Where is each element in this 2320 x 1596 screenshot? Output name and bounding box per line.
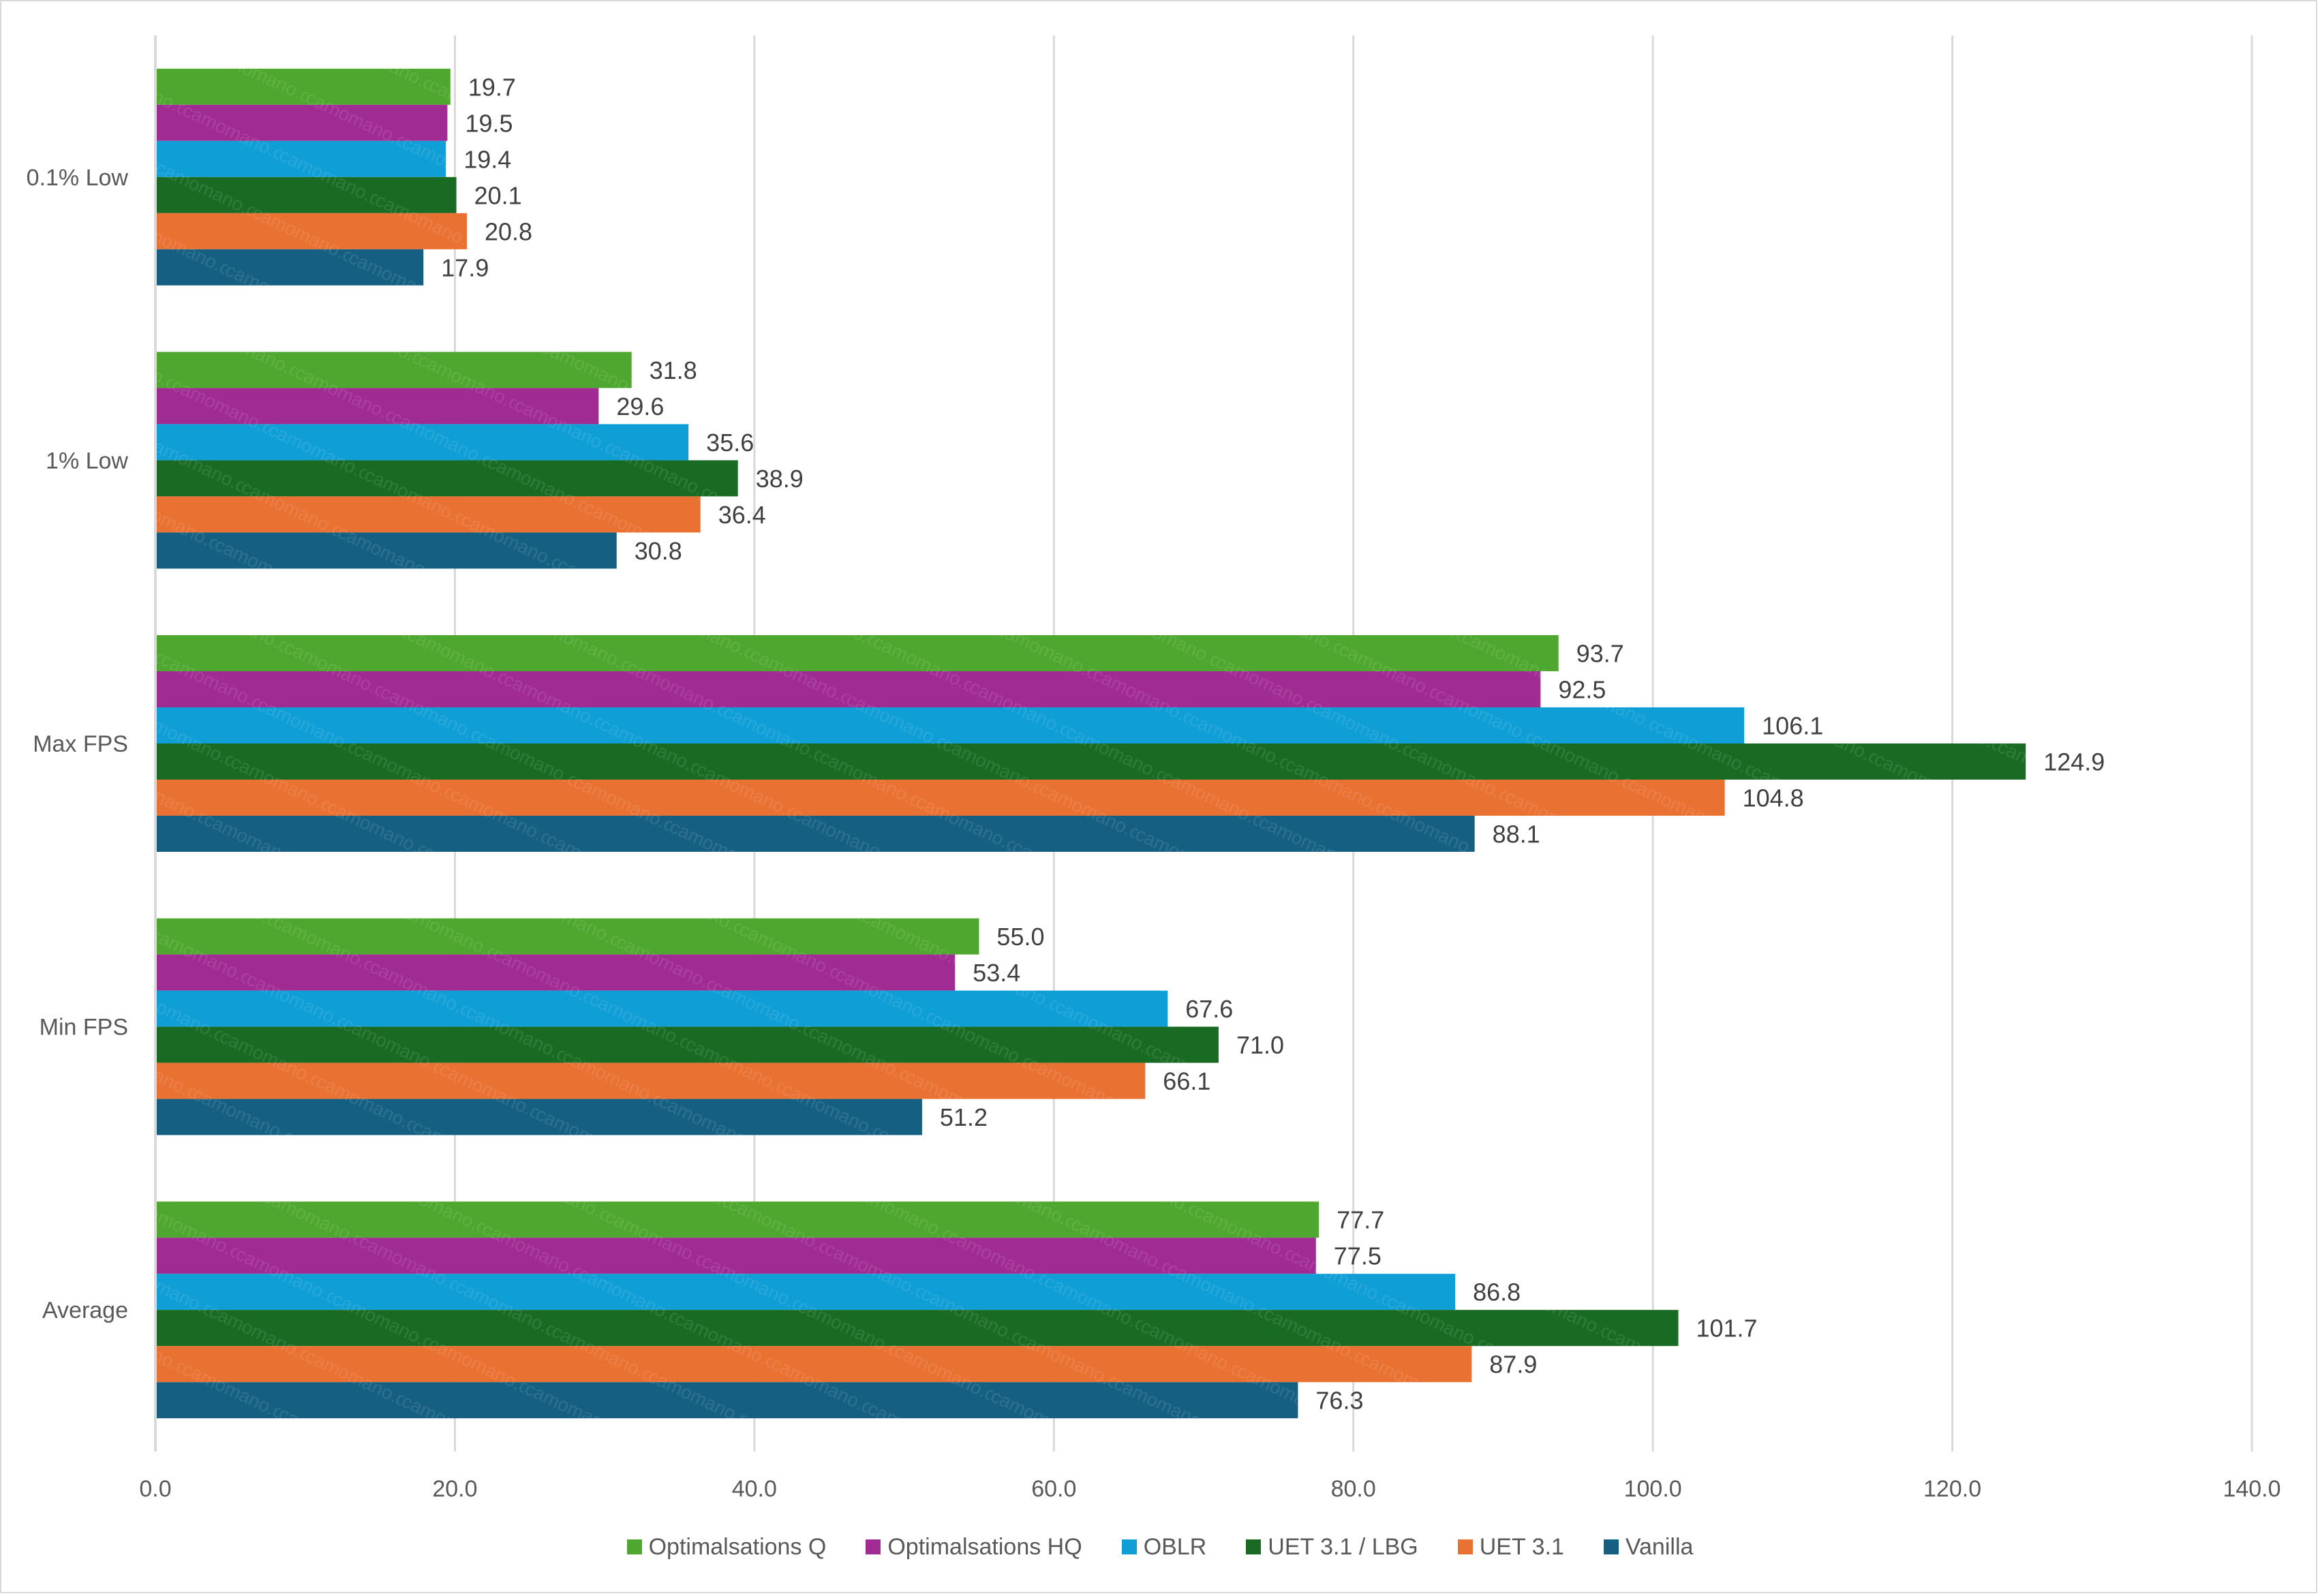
legend-item: UET 3.1 — [1457, 1533, 1564, 1561]
data-label: 36.4 — [718, 501, 766, 529]
legend-swatch — [1457, 1539, 1473, 1554]
legend-swatch — [626, 1539, 642, 1554]
bar-watermark — [155, 918, 979, 955]
data-label: 88.1 — [1493, 820, 1540, 848]
bar-watermark — [155, 532, 617, 569]
data-label: 17.9 — [441, 254, 489, 281]
data-label: 87.9 — [1489, 1351, 1537, 1379]
bar-watermark — [155, 1026, 1219, 1063]
data-label: 29.6 — [616, 393, 664, 420]
bar-watermark — [155, 1099, 922, 1135]
x-tick-label: 140.0 — [2223, 1476, 2280, 1502]
data-label: 86.8 — [1473, 1278, 1521, 1306]
bar-watermark — [155, 743, 2026, 780]
legend-label: UET 3.1 — [1479, 1533, 1564, 1560]
legend-label: Optimalsations Q — [648, 1533, 827, 1560]
bar-watermark — [155, 1062, 1146, 1099]
data-label: 101.7 — [1696, 1315, 1757, 1342]
category-label: Max FPS — [33, 731, 128, 757]
data-label: 66.1 — [1163, 1067, 1210, 1095]
category-label: 0.1% Low — [27, 165, 129, 191]
bar-watermark — [155, 780, 1725, 816]
data-label: 35.6 — [706, 429, 754, 457]
bar-watermark — [155, 1201, 1319, 1238]
legend-swatch — [866, 1539, 881, 1554]
legend-label: Vanilla — [1625, 1533, 1694, 1560]
bar-watermark — [155, 388, 599, 425]
bar-watermark — [155, 816, 1475, 852]
category-label: Average — [42, 1298, 128, 1323]
legend-item: Optimalsations HQ — [866, 1534, 1082, 1561]
x-tick-label: 80.0 — [1331, 1476, 1376, 1502]
data-label: 104.8 — [1743, 784, 1804, 812]
bar-watermark — [155, 1346, 1472, 1383]
data-label: 20.8 — [485, 217, 532, 245]
bar-watermark — [155, 1274, 1456, 1310]
data-label: 19.7 — [468, 73, 516, 101]
legend-swatch — [1603, 1539, 1619, 1554]
legend-swatch — [1121, 1539, 1137, 1554]
data-label: 51.2 — [940, 1103, 988, 1131]
data-label: 77.7 — [1337, 1206, 1384, 1234]
bar-watermark — [155, 990, 1168, 1027]
bar-watermark — [155, 249, 424, 286]
bar-watermark — [155, 177, 457, 213]
bar-watermark — [155, 671, 1541, 707]
x-tick-label: 20.0 — [432, 1476, 477, 1502]
category-label: 1% Low — [46, 448, 128, 474]
legend-label: OBLR — [1143, 1533, 1207, 1560]
data-label: 92.5 — [1558, 676, 1606, 704]
bar-watermark — [155, 352, 632, 388]
data-label: 71.0 — [1236, 1031, 1284, 1059]
bar-watermark — [155, 424, 689, 461]
bar-watermark — [155, 68, 451, 105]
data-label: 38.9 — [756, 465, 804, 493]
bar-watermark — [155, 104, 448, 141]
data-label: 31.8 — [650, 356, 697, 384]
category-label: Min FPS — [40, 1015, 128, 1041]
legend-item: Vanilla — [1603, 1533, 1694, 1561]
bar-watermark — [155, 1310, 1679, 1347]
legend-item: OBLR — [1121, 1533, 1207, 1561]
bar-watermark — [155, 140, 446, 177]
x-tick-label: 60.0 — [1031, 1476, 1076, 1502]
data-label: 20.1 — [474, 181, 522, 209]
bar-watermark — [155, 213, 468, 249]
legend-label: Optimalsations HQ — [887, 1533, 1082, 1560]
legend-item: UET 3.1 / LBG — [1246, 1534, 1418, 1561]
data-label: 106.1 — [1762, 712, 1823, 740]
data-label: 19.4 — [463, 145, 511, 173]
legend-swatch — [1246, 1539, 1262, 1554]
data-label: 67.6 — [1185, 995, 1233, 1023]
bar-watermark — [155, 1382, 1298, 1419]
x-tick-label: 100.0 — [1624, 1476, 1682, 1502]
bar-watermark — [155, 496, 701, 533]
x-tick-label: 40.0 — [732, 1476, 777, 1502]
legend-item: Optimalsations Q — [626, 1533, 827, 1561]
bar-watermark — [155, 1238, 1316, 1274]
data-label: 19.5 — [465, 109, 513, 137]
bar-watermark — [155, 707, 1745, 743]
data-label: 124.9 — [2043, 748, 2105, 776]
legend-label: UET 3.1 / LBG — [1268, 1533, 1418, 1560]
bar-watermark — [155, 954, 956, 991]
data-label: 76.3 — [1315, 1387, 1363, 1415]
legend: Optimalsations Q Optimalsations HQ OBLR UET… — [0, 1530, 2320, 1564]
x-tick-label: 0.0 — [139, 1476, 171, 1502]
data-label: 55.0 — [996, 923, 1044, 951]
data-label: 53.4 — [973, 959, 1020, 987]
bar-watermark — [155, 635, 1559, 671]
bar-watermark — [155, 460, 738, 497]
x-tick-label: 120.0 — [1923, 1476, 1981, 1502]
data-label: 93.7 — [1576, 640, 1624, 668]
data-label: 30.8 — [635, 537, 682, 565]
data-label: 77.5 — [1334, 1242, 1382, 1270]
